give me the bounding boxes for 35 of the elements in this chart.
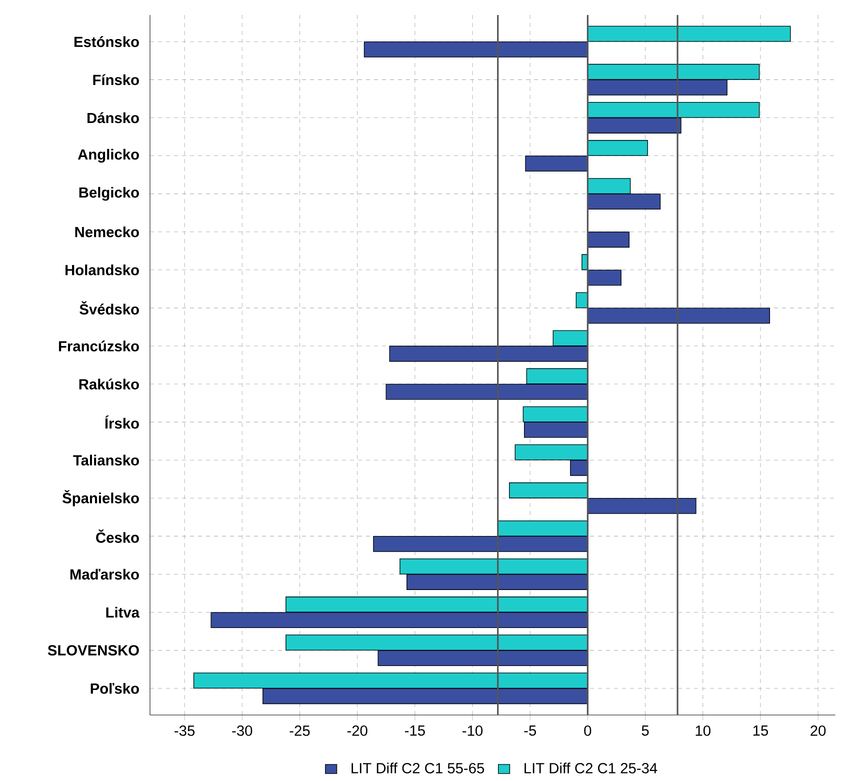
bar	[587, 232, 630, 248]
x-tick-label: -35	[174, 726, 195, 736]
x-tick-label: 20	[810, 726, 826, 736]
x-tick-label: 0	[584, 726, 592, 736]
legend-label: LIT Diff C2 C1 55-65	[352, 762, 484, 774]
y-tick-label: Fínsko	[93, 74, 139, 86]
y-tick-label: Holandsko	[66, 264, 139, 276]
y-tick-label: Rakúsko	[79, 378, 139, 390]
y-tick-label: Dánsko	[88, 112, 139, 124]
bar	[587, 308, 770, 324]
y-tick-label: Poľsko	[90, 683, 139, 694]
x-tick-label: 15	[753, 726, 768, 736]
x-tick-label: -5	[524, 726, 536, 736]
y-tick-label: SLOVENSKO	[48, 645, 139, 656]
x-tick-label: -10	[462, 726, 483, 736]
y-tick-label: Nemecko	[75, 226, 139, 238]
x-tick-label: -15	[404, 726, 425, 736]
y-tick-label: Maďarsko	[70, 568, 139, 580]
y-tick-label: Belgicko	[79, 187, 139, 201]
x-tick-label: 5	[642, 726, 649, 736]
y-tick-label: Anglicko	[78, 149, 139, 163]
x-tick-label: -30	[232, 726, 252, 736]
y-tick-label: Taliansko	[73, 454, 139, 466]
x-tick-label: -25	[290, 726, 310, 736]
y-tick-label: Španielsko	[62, 490, 139, 506]
y-tick-label: Estónsko	[74, 36, 139, 48]
x-tick-label: 10	[696, 726, 710, 736]
y-tick-label: Írsko	[105, 416, 139, 429]
x-tick-label: -20	[347, 726, 368, 736]
legend-label: LIT Diff C2 C1 25-34	[524, 762, 658, 774]
y-tick-label: Francúzsko	[58, 340, 139, 352]
y-tick-label: Česko	[96, 530, 139, 543]
bar	[576, 292, 588, 308]
y-tick-label: Švédsko	[80, 301, 139, 315]
y-tick-label: Litva	[106, 607, 140, 618]
